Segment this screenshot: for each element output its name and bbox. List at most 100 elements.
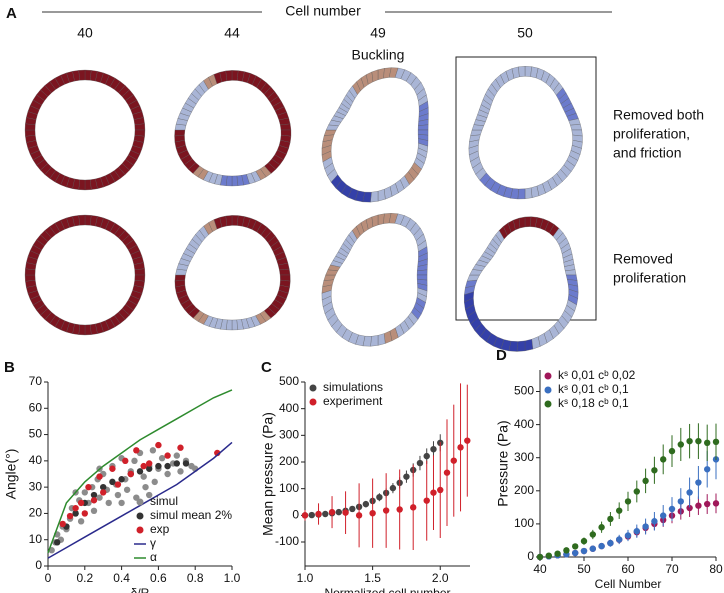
cell-number-label: Cell number <box>285 3 361 19</box>
ring-segment <box>24 129 36 137</box>
data-point <box>642 477 649 485</box>
panel-label: D <box>496 347 507 364</box>
data-point <box>164 452 171 459</box>
x-axis-title: δ/R <box>131 586 150 593</box>
buckling-label: Buckling <box>352 47 405 63</box>
data-point <box>712 500 720 507</box>
ring-segment <box>370 335 379 347</box>
data-point <box>182 460 190 467</box>
ring-segment <box>377 333 386 346</box>
x-tick-label: 50 <box>577 562 591 576</box>
data-point <box>308 511 315 519</box>
ring-segment <box>280 123 292 131</box>
row-label: proliferation <box>613 270 686 286</box>
ring-segment <box>78 214 86 226</box>
ring-segment <box>524 187 533 199</box>
data-point <box>695 479 702 486</box>
data-point <box>81 489 89 496</box>
legend-swatch <box>136 512 144 520</box>
data-point <box>624 532 632 539</box>
y-tick-label: 50 <box>29 427 43 441</box>
data-point <box>668 447 676 455</box>
data-point <box>109 465 116 472</box>
ring-segment <box>134 123 146 131</box>
data-point <box>677 498 684 505</box>
ring-segment <box>517 188 526 200</box>
y-tick-label: 10 <box>29 532 43 546</box>
row-label: and friction <box>613 145 681 161</box>
data-point <box>545 552 552 559</box>
data-point <box>146 460 153 467</box>
y-tick-label: 0 <box>292 508 299 522</box>
legend-swatch <box>136 526 144 534</box>
data-point <box>85 483 92 491</box>
x-tick-label: 0.6 <box>150 571 167 585</box>
y-tick-label: 300 <box>514 450 534 464</box>
legend-label: exp <box>150 522 170 536</box>
data-point <box>616 536 623 543</box>
y-tick-label: 30 <box>29 479 43 493</box>
data-point <box>122 457 129 465</box>
data-point <box>100 489 107 496</box>
data-point <box>376 494 383 501</box>
ring-segment <box>416 269 428 276</box>
data-point <box>105 499 112 507</box>
y-tick-label: 400 <box>279 401 299 415</box>
data-point <box>142 483 149 491</box>
data-point <box>686 504 693 512</box>
data-point <box>123 486 131 493</box>
x-tick-label: 0.2 <box>76 571 93 585</box>
row-label: proliferation, <box>613 126 690 142</box>
data-point <box>642 523 649 530</box>
legend-swatch <box>309 398 317 406</box>
x-tick-label: 60 <box>621 562 635 576</box>
data-point <box>133 447 140 454</box>
data-point <box>315 510 322 518</box>
ring-segment <box>370 191 379 203</box>
y-tick-label: 20 <box>29 506 43 520</box>
y-tick-label: 0 <box>35 558 42 572</box>
data-point <box>598 542 605 550</box>
data-point <box>140 473 147 480</box>
ring-segment <box>377 189 386 202</box>
data-point <box>607 515 614 523</box>
data-point <box>136 468 144 475</box>
data-point <box>322 510 329 518</box>
y-tick-label: 70 <box>29 374 43 388</box>
data-point <box>580 547 588 555</box>
data-point <box>149 447 157 454</box>
x-tick-label: 2.0 <box>432 571 449 585</box>
data-point <box>96 494 103 501</box>
y-tick-label: 200 <box>514 483 534 497</box>
y-tick-label: 100 <box>279 481 299 495</box>
highlight-box <box>455 56 597 321</box>
y-tick-label: 200 <box>279 454 299 468</box>
data-point <box>396 506 403 513</box>
data-point <box>704 466 711 473</box>
data-point <box>660 456 667 463</box>
data-point <box>580 537 588 545</box>
data-point <box>430 446 437 453</box>
data-point <box>173 460 180 467</box>
y-tick-label: 60 <box>29 400 43 414</box>
ring-segment <box>371 214 379 228</box>
y-axis-title: Pressure (Pa) <box>495 420 511 506</box>
data-point <box>155 462 162 470</box>
data-point <box>118 476 125 483</box>
data-point <box>140 462 147 470</box>
ring-segment <box>518 66 526 77</box>
x-tick-label: 1.5 <box>364 571 381 585</box>
data-point <box>59 520 66 528</box>
data-point <box>362 500 370 508</box>
data-point <box>77 518 85 525</box>
legend-label: kˢ 0,01 cᵇ 0,02 <box>558 368 636 382</box>
legend-label: α <box>150 550 157 564</box>
data-point <box>695 437 702 445</box>
ring-segment <box>279 268 291 276</box>
legend-label: simul mean 2% <box>150 508 232 522</box>
x-axis-title: Normalized cell number <box>324 586 450 593</box>
ring-segment <box>524 339 533 352</box>
data-point <box>54 539 61 546</box>
data-point <box>651 467 658 474</box>
data-point <box>589 531 596 538</box>
